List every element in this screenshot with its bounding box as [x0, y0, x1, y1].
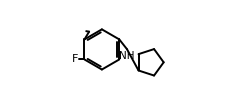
Text: NH: NH	[119, 51, 135, 61]
Text: F: F	[72, 54, 78, 64]
